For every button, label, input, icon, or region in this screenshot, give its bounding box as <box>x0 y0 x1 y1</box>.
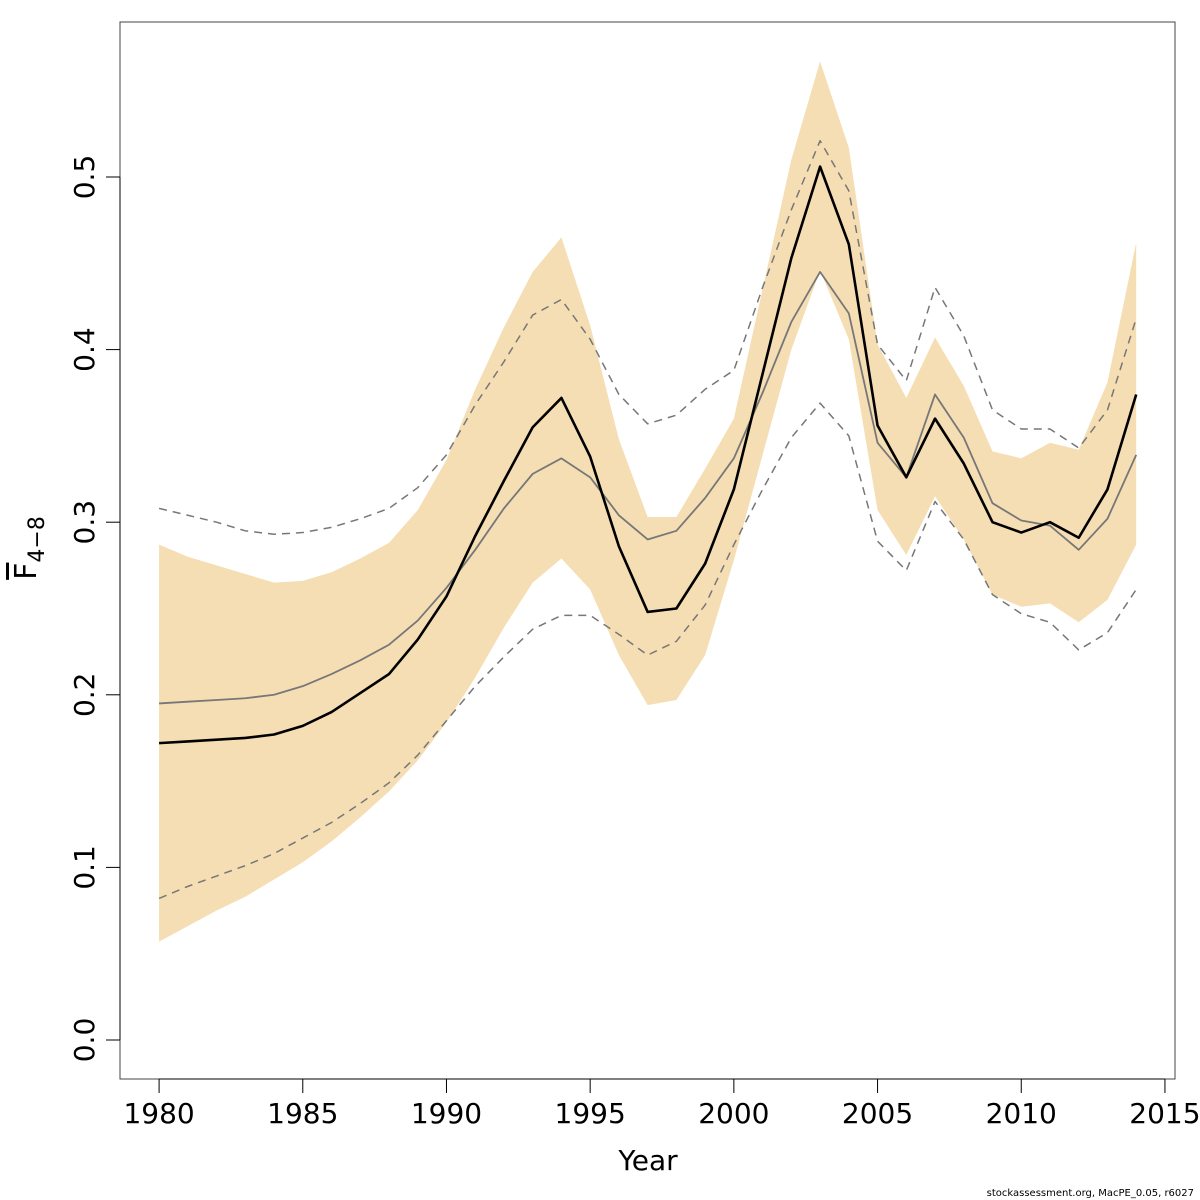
y-axis-label-main: F <box>9 563 44 580</box>
x-tick-label: 1995 <box>555 1097 626 1130</box>
x-tick-label: 2015 <box>1129 1097 1200 1130</box>
x-tick-label: 1980 <box>123 1097 194 1130</box>
footer: stockassessment.org, MacPE_0.05, r6027 <box>987 1188 1194 1199</box>
series-line <box>159 165 1138 745</box>
y-tick-label: 0.2 <box>68 673 101 718</box>
x-axis-label: Year <box>617 1144 678 1177</box>
x-tick-label: 1990 <box>411 1097 482 1130</box>
y-tick-label: 0.3 <box>68 500 101 545</box>
plot-area <box>158 61 1138 942</box>
y-tick-label: 0.0 <box>68 1018 101 1063</box>
y-axis-label: F4−8 <box>9 516 50 580</box>
interval-line <box>158 402 1137 900</box>
x-tick-label: 2010 <box>986 1097 1057 1130</box>
x-tick-label: 2005 <box>842 1097 913 1130</box>
y-tick-label: 0.4 <box>68 327 101 372</box>
y-axis-label-sub: 4−8 <box>25 516 50 562</box>
series-line <box>159 271 1138 705</box>
y-tick-label: 0.5 <box>68 155 101 200</box>
confidence-band <box>159 61 1137 942</box>
x-tick-label: 1985 <box>267 1097 338 1130</box>
x-tick-label: 2000 <box>698 1097 769 1130</box>
y-tick-label: 0.1 <box>68 845 101 890</box>
interval-line <box>158 139 1137 536</box>
